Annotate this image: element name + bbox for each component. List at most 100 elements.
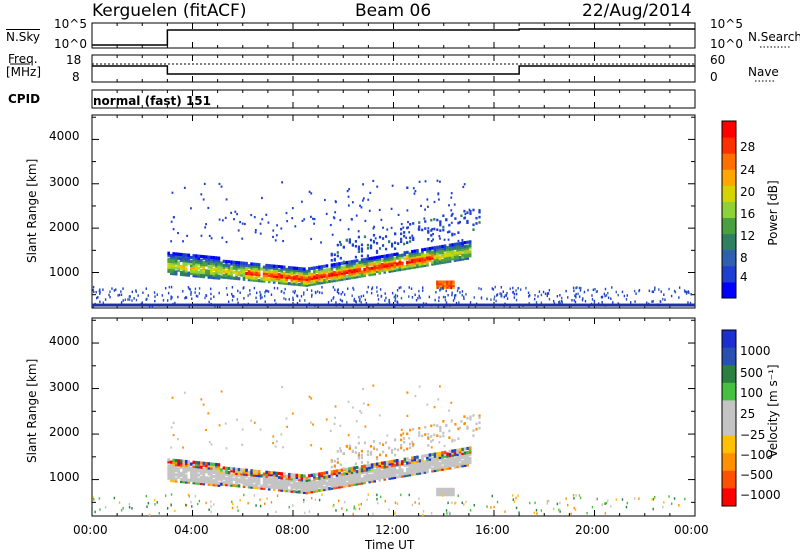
velocity-cell [282, 474, 286, 478]
velocity-cell [237, 467, 241, 472]
power-cell [453, 254, 457, 258]
power-cell [381, 237, 385, 240]
power-cell [270, 272, 273, 276]
power-cell [332, 216, 335, 219]
power-cell [217, 258, 221, 262]
power-cell [220, 185, 223, 188]
velocity-cell [463, 459, 467, 463]
velocity-cell [272, 435, 275, 438]
power-cell [259, 222, 262, 225]
velocity-cell [308, 474, 311, 478]
power-cell [212, 260, 216, 264]
velocity-cell [336, 450, 339, 453]
power-cell [298, 267, 301, 271]
velocity-cell [418, 469, 422, 473]
power-cell [575, 286, 577, 290]
velocity-cell [365, 476, 369, 480]
velocity-cell [182, 469, 186, 474]
date-title: 22/Aug/2014 [582, 1, 692, 21]
power-cell [384, 235, 388, 238]
power-cell [184, 257, 188, 261]
velocity-cell [189, 466, 193, 470]
velocity-cell [446, 452, 449, 456]
power-cell [236, 213, 238, 216]
velocity-cell [368, 465, 371, 470]
power-cell [312, 217, 314, 220]
power-cell [689, 301, 692, 305]
power-cell [303, 283, 306, 287]
power-cell [496, 294, 498, 297]
power-cell [222, 265, 226, 269]
power-cell [267, 270, 271, 274]
velocity-cell [208, 440, 211, 444]
power-cell [500, 286, 503, 289]
velocity-cell [433, 454, 437, 458]
power-cell [212, 264, 216, 268]
velocity-cell [350, 477, 354, 481]
velocity-cell [360, 477, 364, 481]
velocity-cell [305, 478, 309, 482]
power-cell [325, 270, 329, 274]
velocity-cell [310, 496, 313, 500]
velocity-cell [433, 406, 436, 409]
velocity-cell [169, 474, 173, 479]
power-cell [418, 256, 422, 260]
power-cell [260, 277, 263, 281]
power-cell [277, 281, 281, 285]
power-cell [574, 294, 576, 297]
power-cell [400, 227, 403, 231]
power-cell [212, 276, 216, 280]
velocity-cell [466, 416, 469, 420]
velocity-cell [453, 502, 456, 505]
velocity-cell [406, 463, 409, 467]
velocity-cell [177, 473, 181, 477]
velocity-cell [453, 439, 456, 442]
velocity-cell [145, 494, 147, 498]
velocity-cell [365, 478, 369, 482]
power-cell [468, 242, 472, 246]
power-cell [493, 298, 495, 301]
power-cell [383, 254, 387, 258]
power-cell [358, 274, 361, 278]
power-cell [548, 297, 551, 301]
velocity-cell [380, 461, 384, 465]
velocity-cell [202, 480, 206, 484]
velocity-cell [210, 510, 212, 514]
power-cell [443, 246, 447, 250]
velocity-cell [370, 465, 374, 469]
power-cell [189, 255, 193, 260]
power-cell [170, 220, 173, 223]
power-cell [313, 266, 316, 270]
velocity-cell [394, 501, 397, 504]
power-cell [572, 286, 575, 290]
velocity-cell [212, 466, 216, 470]
velocity-cell [451, 419, 453, 422]
power-cell [241, 237, 244, 240]
velocity-cell [440, 491, 443, 495]
velocity-cell [333, 459, 336, 463]
velocity-cell [313, 475, 316, 479]
power-cell [250, 264, 253, 268]
velocity-cell [451, 455, 454, 459]
power-cell [355, 273, 359, 277]
velocity-cell [318, 488, 321, 493]
power-cell [443, 244, 447, 248]
velocity-cell [308, 395, 311, 398]
velocity-cell [300, 490, 304, 494]
power-cell [358, 270, 361, 274]
power-cell [346, 301, 348, 304]
power-cell [318, 277, 321, 281]
power-cell [230, 272, 233, 276]
velocity-cell [310, 483, 314, 488]
velocity-cell [375, 457, 379, 461]
power-cell [421, 252, 424, 256]
power-cell [172, 268, 175, 272]
power-cell [373, 270, 376, 274]
power-cell [197, 266, 201, 270]
velocity-cell [192, 475, 196, 479]
velocity-cell [220, 390, 223, 393]
power-cell [446, 285, 449, 289]
power-cell [366, 290, 368, 294]
velocity-cell [265, 480, 268, 485]
velocity-cell [298, 478, 301, 482]
